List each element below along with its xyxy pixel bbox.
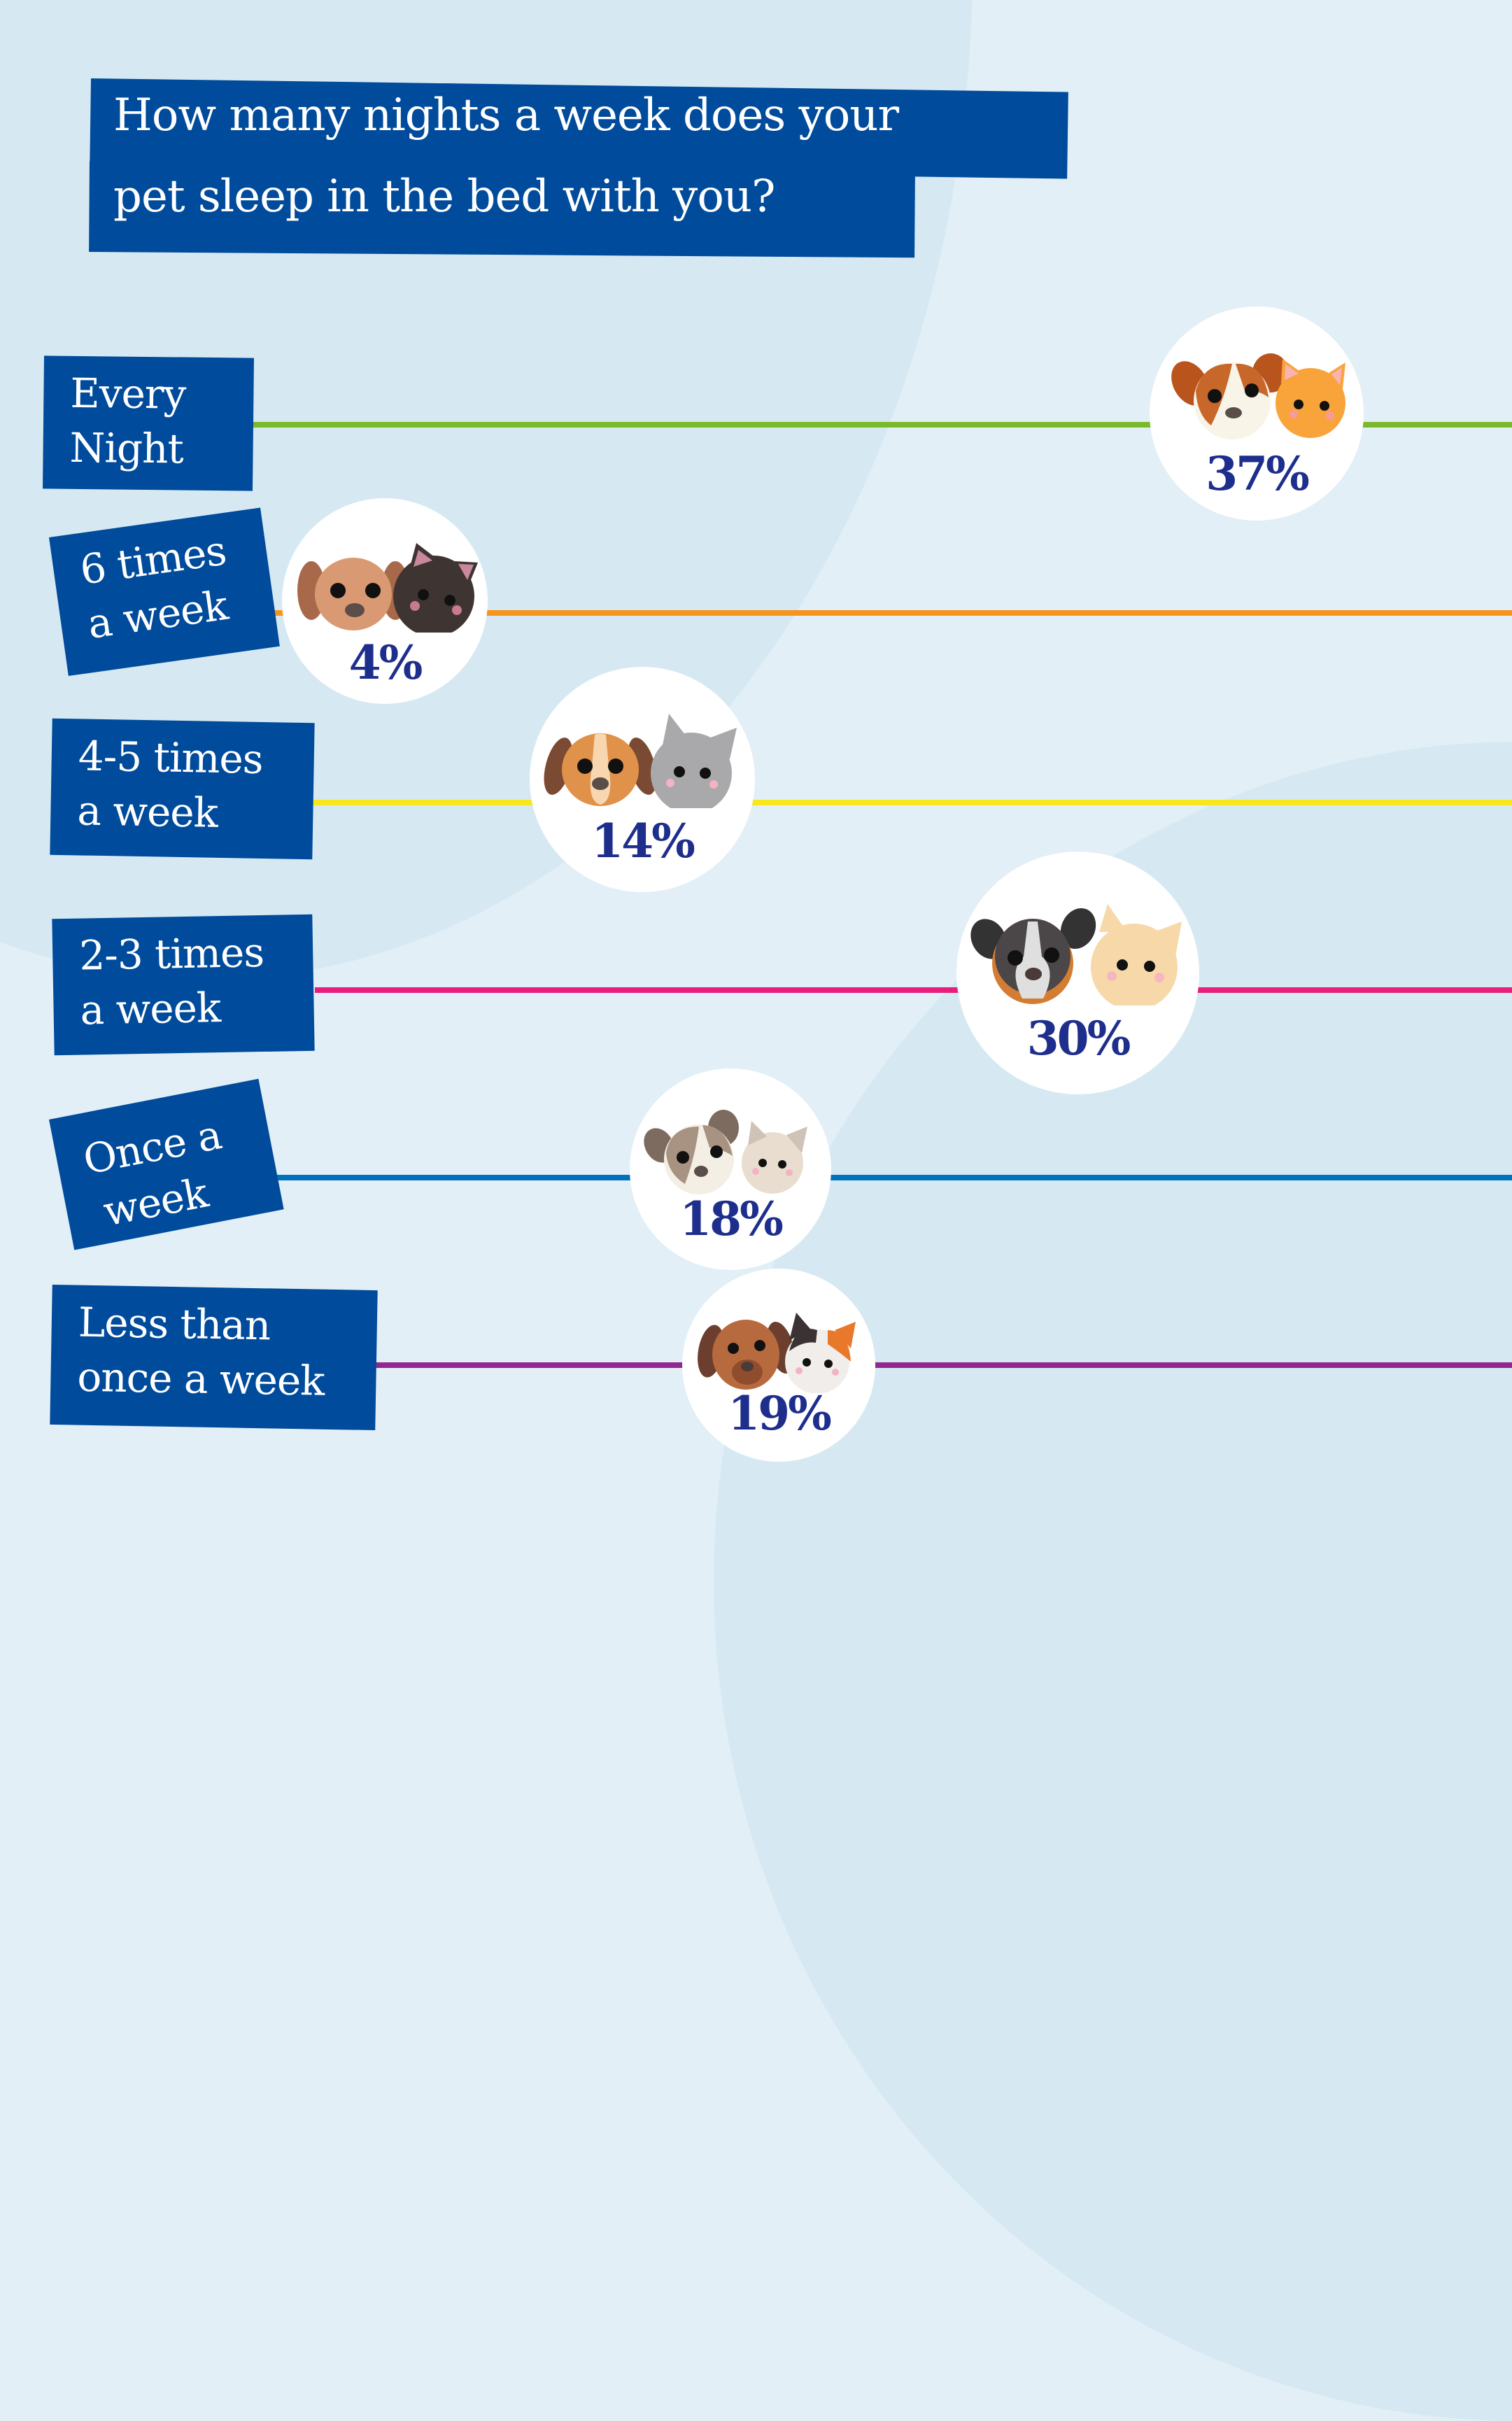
label-line: 2-3 times	[78, 928, 264, 980]
value-label-6-times: 4%	[348, 635, 423, 690]
value-label-2-3-times: 30%	[1026, 1011, 1131, 1066]
value-bubble-4-5-times: 14%	[530, 667, 755, 892]
value-label-less-than-once: 19%	[728, 1386, 832, 1441]
value-bubble-every-night: 37%	[1150, 306, 1364, 521]
row-label-2-3-times: 2-3 times a week	[52, 914, 315, 1056]
row-line-every-night	[248, 422, 1512, 428]
value-label-once-a-week: 18%	[679, 1192, 784, 1246]
row-line-less-than-once	[374, 1362, 1512, 1368]
chart-title-line2: pet sleep in the bed with you?	[113, 171, 775, 223]
label-line: a week	[76, 786, 218, 837]
row-line-2-3-times	[315, 987, 1512, 993]
chart-title-line1: How many nights a week does your	[113, 90, 899, 141]
collie-and-pomeranian-icon	[956, 901, 1199, 1005]
hound-and-calico-cat-icon	[682, 1302, 875, 1393]
dog-and-dark-cat-icon	[282, 542, 488, 633]
label-line: Night	[69, 423, 184, 473]
label-line: 4-5 times	[78, 732, 264, 783]
value-bubble-less-than-once: 19%	[682, 1269, 875, 1462]
value-bubble-6-times: 4%	[282, 498, 488, 704]
row-label-4-5-times: 4-5 times a week	[50, 718, 315, 860]
row-label-once-a-week: Once a week	[49, 1078, 284, 1250]
row-label-6-times: 6 times a week	[49, 507, 280, 677]
value-bubble-once-a-week: 18%	[630, 1068, 831, 1270]
row-line-4-5-times	[311, 800, 1512, 805]
terrier-and-fluffy-cat-icon	[630, 1107, 831, 1198]
value-label-every-night: 37%	[1206, 446, 1310, 501]
label-line: once a week	[76, 1353, 325, 1405]
label-line: a week	[80, 984, 221, 1034]
label-line: Every	[70, 369, 186, 418]
dog-and-orange-cat-icon	[1150, 348, 1364, 439]
row-line-once-a-week	[262, 1175, 1512, 1180]
beagle-and-grey-cat-icon	[530, 710, 755, 808]
value-label-4-5-times: 14%	[591, 814, 695, 868]
label-line: Less than	[78, 1298, 271, 1350]
value-bubble-2-3-times: 30%	[956, 852, 1199, 1094]
row-label-less-than-once: Less than once a week	[50, 1284, 378, 1431]
row-line-6-times	[259, 610, 1512, 616]
row-label-every-night: Every Night	[43, 355, 254, 491]
